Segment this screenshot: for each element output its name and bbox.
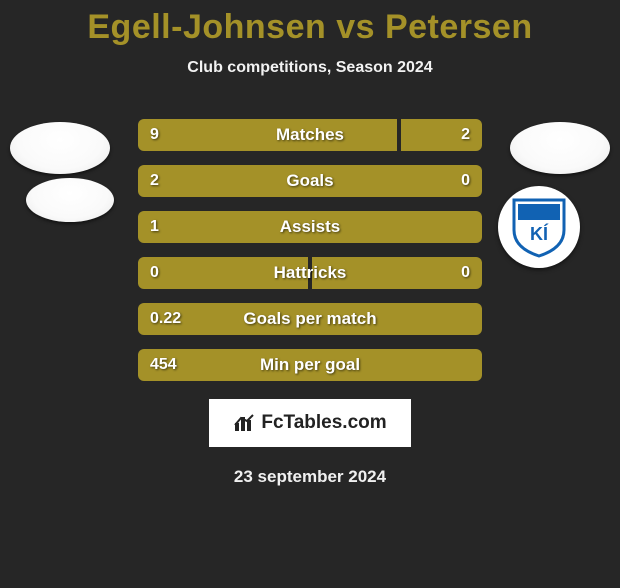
stat-value-left: 0 [150, 257, 159, 289]
stat-value-left: 454 [150, 349, 177, 381]
stat-value-left: 9 [150, 119, 159, 151]
stat-row: Goals per match0.22 [138, 303, 482, 335]
stat-bar-left [138, 119, 399, 151]
branding-text: FcTables.com [261, 412, 386, 434]
stat-bar-right [310, 257, 482, 289]
stat-value-left: 1 [150, 211, 159, 243]
date-text: 23 september 2024 [0, 467, 620, 487]
branding-box: FcTables.com [209, 399, 411, 447]
bars-icon [233, 413, 257, 433]
stat-bar-left [138, 303, 482, 335]
subtitle: Club competitions, Season 2024 [0, 59, 620, 77]
stat-bar-track [138, 303, 482, 335]
stat-bar-left [138, 165, 482, 197]
stat-bar-track [138, 119, 482, 151]
stats-container: Matches92Goals20Assists1Hattricks00Goals… [0, 119, 620, 381]
stat-row: Goals20 [138, 165, 482, 197]
stat-row: Min per goal454 [138, 349, 482, 381]
stat-bar-track [138, 165, 482, 197]
stat-value-right: 0 [461, 165, 470, 197]
stat-row: Matches92 [138, 119, 482, 151]
stat-bar-track [138, 211, 482, 243]
stat-bar-track [138, 349, 482, 381]
page-title: Egell-Johnsen vs Petersen [0, 8, 620, 47]
stat-row: Assists1 [138, 211, 482, 243]
stat-value-left: 2 [150, 165, 159, 197]
stat-bar-left [138, 211, 482, 243]
stat-value-right: 2 [461, 119, 470, 151]
stat-bar-left [138, 257, 310, 289]
stat-row: Hattricks00 [138, 257, 482, 289]
stat-bar-divider [397, 119, 401, 151]
stat-value-left: 0.22 [150, 303, 181, 335]
stat-bar-track [138, 257, 482, 289]
stat-bar-left [138, 349, 482, 381]
stat-value-right: 0 [461, 257, 470, 289]
stat-bar-divider [308, 257, 312, 289]
